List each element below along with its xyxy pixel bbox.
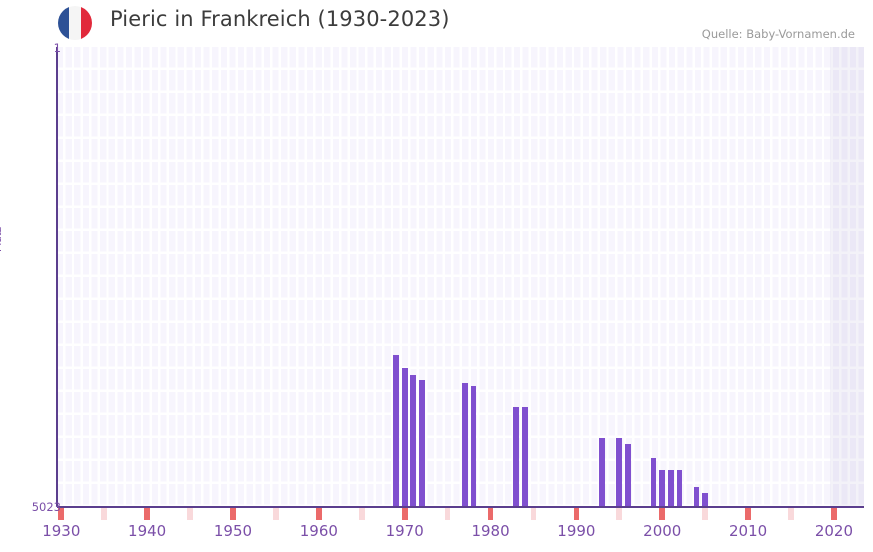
x-tick-minor [530,508,537,520]
x-tick-major [401,508,408,520]
forecast-plot-band [829,47,864,507]
bar[interactable] [702,493,708,507]
x-axis-tick-marks [57,508,864,520]
x-tick-major [58,508,65,520]
x-tick-minor [101,508,108,520]
bar[interactable] [522,406,528,507]
x-axis-label: 1950 [213,522,253,540]
x-tick-major [659,508,666,520]
bar[interactable] [676,470,683,507]
x-tick-major [230,508,236,520]
bar[interactable] [616,437,623,507]
x-tick-major [831,508,837,520]
y-axis-title: Platz [0,226,4,252]
x-axis-label: 1990 [557,522,596,540]
y-axis-line [56,47,58,507]
x-tick-minor [358,508,365,520]
x-axis-line [57,506,864,508]
y-axis-label-bottom: 5023 [31,500,61,514]
bar[interactable] [393,355,399,507]
chart-source-label: Quelle: Baby-Vornamen.de [701,27,855,41]
x-axis-label: 1930 [42,522,81,540]
x-tick-minor [187,508,193,520]
horizontal-gridlines [57,47,864,507]
bar[interactable] [693,487,700,507]
x-tick-major [573,508,580,520]
x-axis-label: 1940 [128,522,167,540]
bar[interactable] [659,470,666,507]
x-tick-major [745,508,751,520]
y-axis-label-top: 1 [53,41,61,55]
chart-plot-area [57,47,864,507]
bar[interactable] [625,443,631,507]
x-axis-label: 1960 [299,522,338,540]
x-tick-minor [702,508,708,520]
x-axis-label: 2000 [643,522,682,540]
bar[interactable] [650,458,657,507]
france-flag-icon [58,6,92,40]
bar[interactable] [419,379,425,507]
x-tick-minor [273,508,279,520]
bar[interactable] [401,367,408,507]
x-axis-label: 2010 [729,522,768,540]
chart-header: Pieric in Frankreich (1930-2023) Quelle:… [0,0,873,46]
x-tick-minor [788,508,794,520]
chart-title: Pieric in Frankreich (1930-2023) [110,7,450,31]
bar[interactable] [513,406,520,507]
x-tick-major [487,508,494,520]
bar[interactable] [410,375,417,507]
bar[interactable] [668,470,674,507]
bar[interactable] [461,383,468,507]
x-axis-label: 2020 [814,522,854,540]
x-axis-label: 1970 [385,522,424,540]
bar[interactable] [599,437,605,507]
x-tick-minor [444,508,451,520]
x-tick-minor [616,508,623,520]
x-axis-label: 1980 [471,522,510,540]
bar[interactable] [470,386,477,507]
x-tick-major [316,508,322,520]
x-tick-major [144,508,150,520]
